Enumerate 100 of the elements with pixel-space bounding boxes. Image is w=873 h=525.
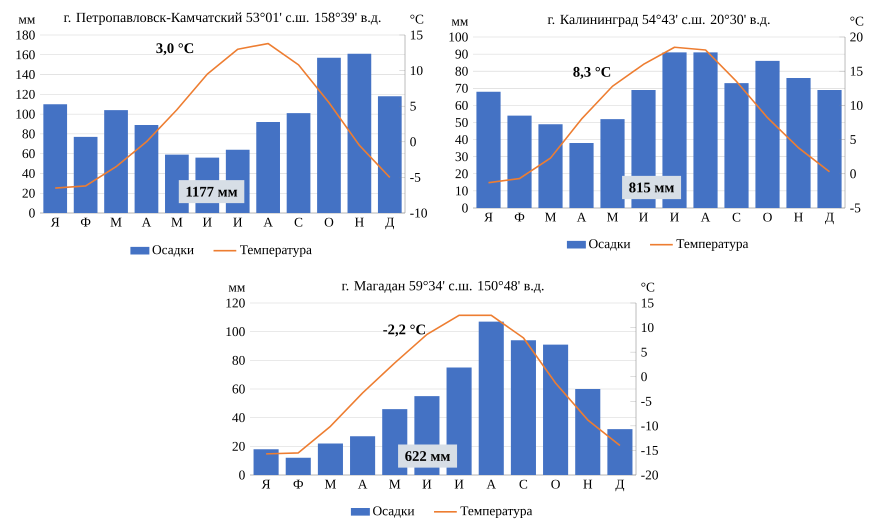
line-series xyxy=(488,46,830,184)
x-tick-label: Д xyxy=(615,480,624,492)
y2-tick-label: -15 xyxy=(641,446,658,455)
x-tick-label: Ф xyxy=(514,212,524,222)
y-tick-label: 20 xyxy=(232,442,245,451)
y-tick-label: 100 xyxy=(226,327,245,336)
y-tick-label: 30 xyxy=(456,152,468,162)
y2-tick-label: 10 xyxy=(410,66,423,76)
chart-title: г. Калининград 54°43' с.ш. 20°30' в.д. xyxy=(548,14,770,27)
y2-tick-label: -5 xyxy=(410,172,420,182)
bar xyxy=(104,110,128,213)
x-tick-label: М xyxy=(110,218,122,226)
x-tick-label: А xyxy=(576,212,586,222)
annotation: 622 мм xyxy=(405,451,450,462)
y-tick-label: 160 xyxy=(16,50,35,60)
y-tick-label: 0 xyxy=(462,204,468,212)
y-tick-label: 90 xyxy=(455,50,468,59)
y-tick-label: 0 xyxy=(29,208,35,218)
x-tick-label: Ф xyxy=(80,218,90,226)
bar xyxy=(350,436,376,476)
legend-label: Температура xyxy=(676,239,748,251)
y-tick-label: 50 xyxy=(456,118,468,127)
x-tick-label: М xyxy=(606,212,618,222)
bar xyxy=(755,60,780,208)
y-axis-title: мм xyxy=(228,285,245,292)
y-tick-label: 80 xyxy=(22,129,35,138)
y2-tick-label: -5 xyxy=(641,396,652,406)
annotation: 8,3 °C xyxy=(573,66,610,79)
annotation: -2,2 °C xyxy=(383,324,425,337)
bar xyxy=(724,83,749,208)
bar xyxy=(786,78,811,208)
x-tick-label: Н xyxy=(583,480,592,488)
y2-axis-title: °C xyxy=(850,16,864,26)
y-tick-label: 100 xyxy=(16,110,35,119)
y2-tick-label: 15 xyxy=(850,66,863,76)
bar xyxy=(254,449,279,476)
bar xyxy=(478,322,504,476)
x-tick-label: Я xyxy=(484,212,493,222)
y2-tick-label: 5 xyxy=(410,102,416,111)
x-tick-label: Н xyxy=(354,218,364,226)
y-tick-label: 180 xyxy=(16,30,35,40)
bar xyxy=(693,52,718,208)
y2-tick-label: 5 xyxy=(641,348,647,357)
x-tick-label: И xyxy=(670,212,679,222)
x-tick-label: А xyxy=(700,212,710,222)
chart-title: г. Магадан 59°34' с.ш. 150°48' в.д. xyxy=(342,280,544,293)
y-tick-label: 120 xyxy=(16,90,35,99)
y2-axis-title: °C xyxy=(641,282,654,292)
y-tick-label: 80 xyxy=(232,356,245,365)
bar xyxy=(507,116,532,208)
y2-tick-label: 15 xyxy=(642,298,654,308)
chart-title: г. Петропавловск-Камчатский 53°01' с.ш. 158°39' в.д. xyxy=(64,12,380,25)
bar xyxy=(607,429,632,476)
y-axis-title: мм xyxy=(452,19,468,26)
bar xyxy=(575,389,600,476)
y-tick-label: 140 xyxy=(16,70,35,80)
x-tick-label: А xyxy=(486,480,496,489)
legend-label: Температура xyxy=(240,245,312,257)
y-tick-label: 10 xyxy=(456,186,468,196)
y2-tick-label: 10 xyxy=(850,100,863,110)
x-tick-label: О xyxy=(763,212,772,222)
bar xyxy=(43,104,68,213)
x-tick-label: М xyxy=(171,218,182,226)
bar xyxy=(476,92,501,208)
x-tick-label: И xyxy=(202,218,212,226)
x-tick-label: И xyxy=(422,480,432,488)
bar xyxy=(600,119,625,208)
bar xyxy=(538,124,563,208)
annotation: 815 мм xyxy=(629,182,674,192)
legend-label: Температура xyxy=(460,506,532,518)
y-axis-title: мм xyxy=(18,17,35,24)
legend-label: Осадки xyxy=(589,239,630,251)
y-tick-label: 40 xyxy=(455,135,468,144)
y-tick-label: 120 xyxy=(226,298,245,308)
y2-tick-label: 0 xyxy=(641,372,647,382)
y-tick-label: 60 xyxy=(232,384,245,394)
y-tick-label: 60 xyxy=(456,100,468,110)
bar xyxy=(378,96,402,213)
x-tick-label: Ф xyxy=(294,480,304,488)
bar xyxy=(286,113,310,213)
bar xyxy=(569,143,594,208)
bar xyxy=(348,54,372,213)
x-tick-label: Д xyxy=(825,212,834,224)
y2-axis-title: °C xyxy=(410,14,424,24)
y-tick-label: 20 xyxy=(22,188,35,198)
y2-tick-label: -10 xyxy=(641,421,658,430)
y-tick-label: 100 xyxy=(449,32,468,42)
bar xyxy=(817,90,842,208)
y2-tick-label: 10 xyxy=(642,323,654,332)
y2-tick-label: -20 xyxy=(641,470,658,480)
y2-tick-label: 5 xyxy=(850,135,856,144)
y2-tick-label: -5 xyxy=(850,204,860,212)
x-tick-label: И xyxy=(454,480,464,488)
x-tick-label: А xyxy=(263,218,273,227)
x-tick-label: М xyxy=(389,480,400,488)
annotation: 1177 мм xyxy=(186,186,238,196)
x-tick-label: Я xyxy=(50,218,60,226)
bar xyxy=(318,443,343,476)
bar xyxy=(256,122,280,213)
y-tick-label: 0 xyxy=(239,470,245,480)
